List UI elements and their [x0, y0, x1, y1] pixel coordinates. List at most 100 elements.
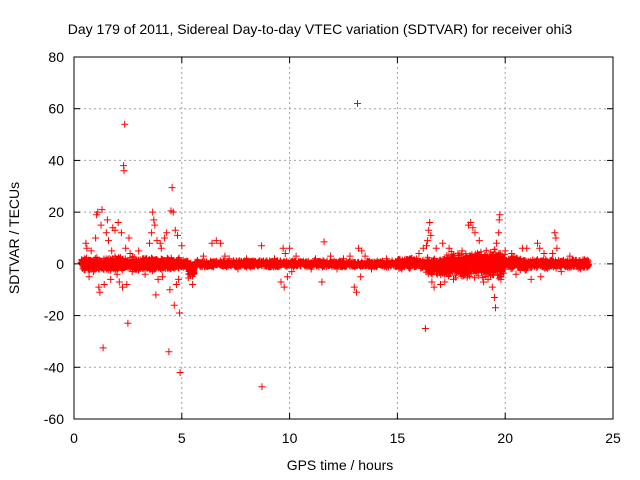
data-point	[551, 229, 559, 237]
data-point	[552, 234, 560, 242]
data-point	[458, 247, 466, 255]
data-point	[124, 319, 132, 327]
data-point	[125, 234, 133, 242]
data-point	[121, 120, 129, 128]
data-point	[398, 265, 406, 273]
data-point	[135, 247, 143, 255]
data-point	[102, 229, 110, 237]
data-point	[501, 247, 509, 255]
data-point	[340, 255, 347, 263]
dense-band-core	[188, 262, 195, 273]
data-point	[320, 238, 328, 246]
data-point	[176, 309, 184, 317]
data-point	[424, 237, 432, 245]
data-point	[221, 252, 229, 260]
data-point	[488, 283, 496, 291]
dense-band-core	[505, 259, 527, 269]
data-point	[536, 244, 544, 252]
dense-band-core	[179, 261, 189, 267]
data-point	[557, 268, 565, 276]
data-point	[333, 265, 341, 273]
data-point	[430, 283, 438, 291]
data-point	[172, 281, 180, 288]
data-point	[107, 275, 115, 283]
dense-band-core	[444, 256, 471, 273]
data-point	[114, 219, 122, 226]
data-point	[111, 226, 119, 234]
data-point	[234, 265, 242, 273]
y-tick-label: 80	[48, 49, 64, 65]
data-point	[150, 216, 158, 224]
data-point	[97, 221, 105, 229]
y-tick-label: 0	[56, 256, 64, 272]
data-point	[283, 273, 291, 281]
data-point	[469, 224, 477, 232]
data-point	[439, 239, 447, 247]
data-point	[445, 244, 453, 252]
data-point	[307, 265, 315, 273]
y-axis-label: SDTVAR / TECUs	[6, 182, 22, 294]
data-point	[577, 265, 585, 273]
data-point	[467, 219, 475, 226]
dense-band-core	[194, 261, 398, 266]
data-point	[166, 286, 174, 294]
data-point	[352, 288, 360, 296]
data-point	[163, 229, 171, 237]
data-point	[225, 255, 233, 263]
data-point	[490, 294, 498, 301]
data-point	[450, 275, 457, 283]
data-point	[428, 278, 436, 286]
data-point	[512, 270, 520, 278]
dense-band-core	[80, 259, 180, 269]
data-point	[534, 239, 541, 247]
y-tick-label: 40	[48, 152, 64, 168]
data-point	[361, 252, 369, 260]
data-point	[170, 301, 178, 309]
data-point	[122, 244, 130, 252]
data-point	[161, 234, 169, 242]
dense-band-core	[425, 259, 445, 271]
data-point	[492, 304, 499, 312]
y-tick-label: -20	[44, 308, 64, 324]
data-point	[312, 255, 319, 263]
x-tick-label: 10	[282, 430, 298, 446]
data-point	[119, 283, 126, 291]
data-point	[208, 239, 216, 247]
data-point	[566, 252, 574, 260]
data-point	[146, 239, 153, 247]
data-point	[426, 219, 434, 226]
data-point	[537, 273, 545, 281]
data-point	[495, 229, 503, 237]
data-point	[94, 208, 102, 216]
data-points	[77, 100, 592, 391]
data-point	[258, 383, 266, 391]
data-point	[165, 348, 173, 356]
data-point	[82, 239, 90, 247]
data-point	[168, 184, 176, 192]
data-point	[527, 275, 535, 283]
data-point	[432, 244, 440, 252]
data-point	[100, 281, 108, 288]
data-point	[95, 283, 103, 291]
data-point	[421, 325, 429, 332]
data-point	[415, 250, 423, 257]
data-point	[126, 250, 134, 257]
data-point	[92, 234, 100, 242]
data-point	[149, 208, 157, 216]
data-point	[174, 231, 181, 239]
data-point	[423, 242, 430, 250]
data-point	[271, 255, 278, 263]
data-point	[217, 239, 225, 247]
plot-frame	[73, 56, 614, 420]
data-point	[152, 291, 160, 299]
data-point	[85, 273, 93, 281]
data-point	[120, 167, 128, 175]
data-point	[493, 239, 501, 247]
data-point	[540, 250, 548, 257]
data-point	[437, 281, 444, 288]
x-tick-label: 25	[605, 430, 621, 446]
data-point	[123, 281, 131, 288]
data-point	[292, 252, 300, 260]
x-tick-label: 0	[70, 430, 78, 446]
